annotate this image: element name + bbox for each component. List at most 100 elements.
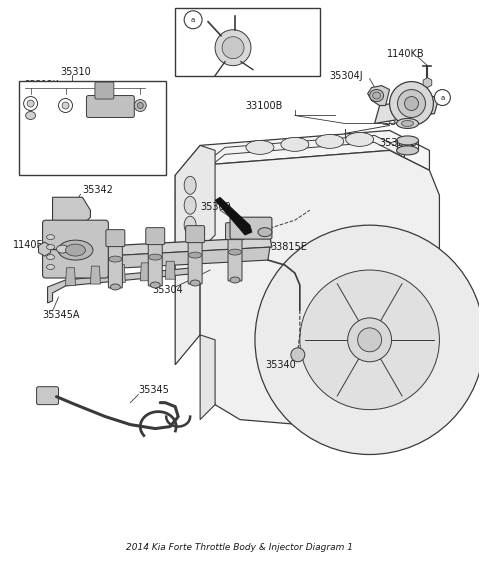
Circle shape (27, 100, 34, 107)
Polygon shape (205, 136, 405, 170)
Circle shape (184, 11, 202, 29)
Ellipse shape (150, 282, 160, 288)
Ellipse shape (316, 134, 344, 149)
Ellipse shape (246, 141, 274, 154)
Circle shape (434, 90, 450, 106)
Text: 2014 Kia Forte Throttle Body & Injector Diagram 1: 2014 Kia Forte Throttle Body & Injector … (127, 543, 353, 552)
Ellipse shape (281, 137, 309, 151)
Ellipse shape (230, 277, 240, 283)
Ellipse shape (346, 132, 373, 146)
Text: 35309: 35309 (200, 202, 231, 212)
Circle shape (291, 348, 305, 362)
FancyBboxPatch shape (36, 386, 59, 405)
FancyBboxPatch shape (43, 220, 108, 278)
Circle shape (405, 97, 419, 111)
Text: a: a (440, 94, 444, 101)
Ellipse shape (47, 264, 55, 270)
Text: 35312K: 35312K (24, 80, 59, 89)
Ellipse shape (57, 245, 69, 253)
Polygon shape (90, 266, 100, 284)
Ellipse shape (58, 240, 93, 260)
Ellipse shape (149, 254, 162, 260)
Text: 35345: 35345 (138, 385, 169, 395)
FancyBboxPatch shape (146, 228, 165, 245)
FancyBboxPatch shape (106, 229, 125, 246)
Text: 35342: 35342 (83, 185, 113, 195)
Polygon shape (52, 197, 90, 225)
Text: 35325D: 35325D (380, 138, 418, 149)
Ellipse shape (184, 216, 196, 234)
Ellipse shape (370, 90, 384, 102)
Circle shape (134, 99, 146, 111)
Ellipse shape (109, 256, 122, 262)
Text: 31337F: 31337F (207, 12, 251, 25)
Polygon shape (175, 145, 215, 255)
FancyBboxPatch shape (226, 223, 244, 240)
Text: 33100B: 33100B (245, 101, 282, 111)
Ellipse shape (402, 120, 413, 127)
Polygon shape (374, 95, 439, 124)
Polygon shape (85, 237, 272, 257)
Text: 35304: 35304 (152, 285, 183, 295)
FancyBboxPatch shape (175, 8, 320, 76)
Text: 35345A: 35345A (43, 310, 80, 320)
Text: 35340: 35340 (265, 360, 296, 370)
Ellipse shape (47, 255, 55, 259)
Ellipse shape (110, 284, 120, 290)
Text: 1140KB: 1140KB (386, 49, 424, 59)
FancyBboxPatch shape (86, 95, 134, 118)
Polygon shape (65, 268, 75, 286)
Ellipse shape (184, 196, 196, 214)
Polygon shape (165, 261, 175, 279)
Ellipse shape (184, 176, 196, 194)
Circle shape (137, 102, 144, 108)
FancyBboxPatch shape (230, 217, 272, 239)
Ellipse shape (47, 234, 55, 240)
Ellipse shape (47, 245, 55, 250)
Polygon shape (175, 166, 200, 365)
Ellipse shape (25, 111, 36, 119)
Ellipse shape (228, 249, 241, 255)
Ellipse shape (65, 244, 85, 256)
Ellipse shape (396, 119, 419, 128)
Text: 35310: 35310 (60, 67, 91, 77)
Ellipse shape (189, 252, 202, 258)
FancyBboxPatch shape (228, 237, 242, 281)
Circle shape (222, 37, 244, 59)
Polygon shape (215, 197, 252, 235)
Circle shape (348, 318, 392, 362)
FancyBboxPatch shape (95, 82, 114, 99)
Polygon shape (200, 335, 215, 420)
Polygon shape (115, 264, 125, 282)
Circle shape (390, 81, 433, 125)
Text: 33815E: 33815E (270, 242, 307, 252)
Circle shape (24, 97, 37, 111)
Text: a: a (191, 17, 195, 23)
Ellipse shape (372, 92, 381, 99)
Ellipse shape (396, 136, 419, 145)
Polygon shape (175, 131, 430, 195)
Ellipse shape (396, 146, 419, 155)
Text: 35305: 35305 (384, 118, 416, 128)
Polygon shape (84, 247, 270, 270)
FancyBboxPatch shape (188, 240, 202, 284)
Circle shape (255, 225, 480, 454)
FancyBboxPatch shape (186, 225, 204, 242)
FancyBboxPatch shape (108, 244, 122, 288)
Circle shape (397, 90, 425, 118)
Polygon shape (140, 263, 150, 281)
Ellipse shape (190, 280, 200, 286)
Circle shape (59, 98, 72, 112)
Circle shape (358, 328, 382, 352)
Polygon shape (48, 267, 200, 303)
Circle shape (62, 102, 69, 109)
Polygon shape (368, 85, 390, 106)
Polygon shape (200, 150, 439, 424)
FancyBboxPatch shape (19, 81, 166, 175)
Circle shape (300, 270, 439, 410)
Circle shape (215, 30, 251, 66)
Text: 35304J: 35304J (330, 71, 363, 81)
FancyBboxPatch shape (148, 242, 162, 286)
Ellipse shape (258, 228, 272, 237)
Text: 1140FM: 1140FM (12, 240, 51, 250)
